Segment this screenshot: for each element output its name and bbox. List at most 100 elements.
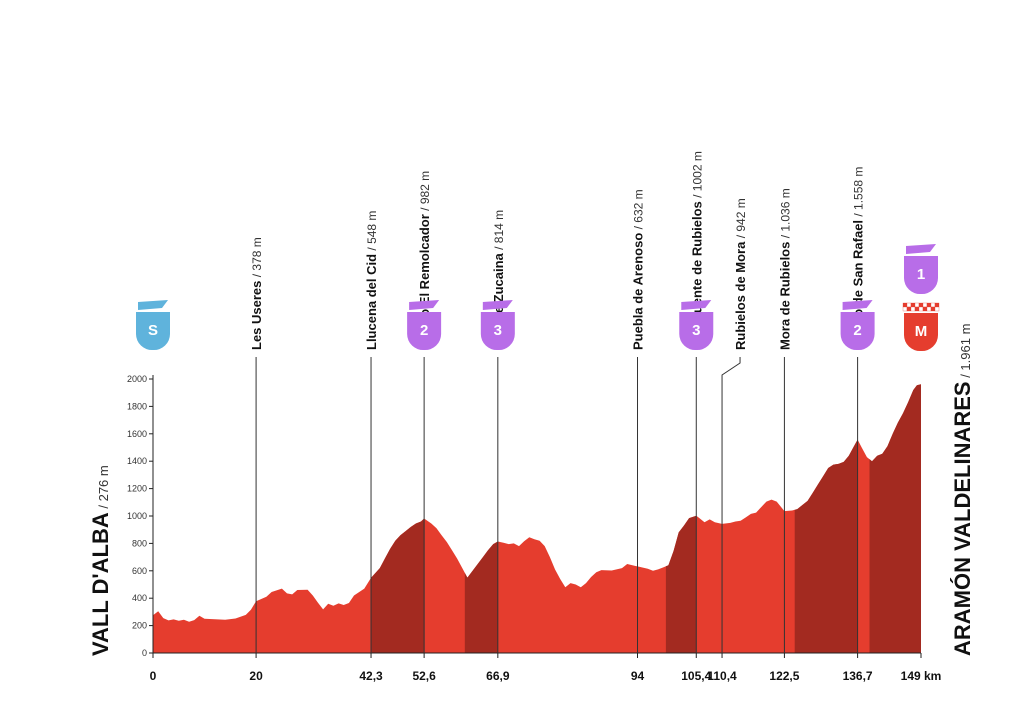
y-tick-label-200: 200 bbox=[132, 621, 147, 631]
category-badge-1: 2 bbox=[407, 300, 442, 351]
category-badge-4-flag bbox=[842, 300, 873, 310]
category-badge-4: 2 bbox=[840, 300, 875, 351]
y-tick-label-1400: 1400 bbox=[127, 456, 147, 466]
finish-label: ARAMÓN VALDELINARES / 1.961 m bbox=[950, 324, 975, 656]
y-tick-label-0: 0 bbox=[142, 648, 147, 658]
category-top-badge-label: 1 bbox=[917, 266, 925, 283]
axes: 0 200 400 600 800 1000 1200 1400 1600 1800 2000 0 20… bbox=[127, 374, 941, 683]
x-tick-label-5: 94 bbox=[631, 669, 645, 683]
place-name-7: Mora de Rubielos bbox=[777, 242, 792, 350]
place-alt-4: / 632 m bbox=[632, 189, 646, 232]
category-badge-2: 3 bbox=[480, 300, 515, 351]
start-badge-flag bbox=[138, 300, 168, 310]
finish-badge-check-0-8 bbox=[934, 302, 940, 308]
place-alt-0: / 378 m bbox=[250, 237, 264, 280]
finish-badge-check-1-2 bbox=[910, 306, 916, 312]
finish-badge-check-0-7 bbox=[930, 302, 936, 308]
finish-badge-check-0-2 bbox=[910, 302, 916, 308]
category-badge-4-label: 2 bbox=[853, 322, 861, 339]
finish-badge-check-0-5 bbox=[922, 302, 928, 308]
place-alt-3: / 814 m bbox=[492, 210, 506, 253]
category-badge-4-shape bbox=[840, 312, 875, 351]
x-tick-label-7: 110,4 bbox=[707, 669, 737, 683]
y-tick-label-400: 400 bbox=[132, 593, 147, 603]
place-alt-6: / 942 m bbox=[734, 198, 748, 241]
finish-badge-check-1-7 bbox=[930, 306, 936, 312]
finish-badge-check-1-4 bbox=[918, 306, 924, 312]
climb-segment-5 bbox=[869, 384, 921, 653]
finish-badge-check-0-4 bbox=[918, 302, 924, 308]
category-badge-3-label: 3 bbox=[692, 322, 700, 339]
category-badge-2-flag bbox=[482, 300, 513, 310]
place-alt-2: / 982 m bbox=[418, 171, 432, 214]
x-tick-label-8: 122,5 bbox=[769, 669, 799, 683]
finish-badge-check-0-3 bbox=[914, 302, 920, 308]
climb-segment-3 bbox=[665, 515, 697, 653]
place-label-4: Puebla de Arenoso / 632 m bbox=[631, 189, 646, 350]
place-label-7: Mora de Rubielos / 1.036 m bbox=[777, 188, 792, 350]
x-tick-label-4: 66,9 bbox=[486, 669, 510, 683]
finish-badge-check-0-0 bbox=[902, 302, 908, 308]
category-badge-3-shape bbox=[679, 312, 714, 351]
place-marker-lines bbox=[255, 357, 859, 653]
place-alt-8: / 1.558 m bbox=[852, 167, 866, 220]
endpoint-labels: VALL D'ALBA / 276 m ARAMÓN VALDELINARES /… bbox=[88, 324, 975, 656]
finish-badge-check-0-6 bbox=[926, 302, 932, 308]
y-tick-label-1800: 1800 bbox=[127, 401, 147, 411]
finish-badge-check-0-1 bbox=[906, 302, 912, 308]
finish-badge-check-1-6 bbox=[926, 306, 932, 312]
y-tick-label-800: 800 bbox=[132, 538, 147, 548]
category-top-badge-flag bbox=[906, 244, 936, 254]
category-badge-3: 3 bbox=[679, 300, 714, 351]
start-label: VALL D'ALBA / 276 m bbox=[88, 465, 113, 656]
y-tick-label-600: 600 bbox=[132, 566, 147, 576]
finish-badge-check-1-3 bbox=[914, 306, 920, 312]
climb-segment-1 bbox=[371, 518, 425, 653]
place-name-4: Puebla de Arenoso bbox=[631, 233, 646, 350]
start-label-name: VALL D'ALBA bbox=[88, 512, 113, 656]
climb-segment-4 bbox=[794, 439, 858, 653]
y-tick-label-1000: 1000 bbox=[127, 511, 147, 521]
y-tick-label-1200: 1200 bbox=[127, 484, 147, 494]
x-tick-label-2: 42,3 bbox=[359, 669, 383, 683]
place-name-1: Llucena del Cid bbox=[364, 254, 379, 350]
finish-label-name: ARAMÓN VALDELINARES bbox=[950, 381, 975, 656]
place-label-6: Rubielos de Mora / 942 m bbox=[733, 198, 748, 350]
place-label-0: Les Useres / 378 m bbox=[249, 237, 264, 350]
climb-segment-2 bbox=[464, 541, 498, 653]
place-name-0: Les Useres bbox=[249, 281, 264, 350]
start-badge-shape bbox=[135, 312, 171, 351]
place-line-6 bbox=[721, 357, 741, 653]
category-badge-3-flag bbox=[681, 300, 712, 310]
start-badge: S bbox=[135, 300, 171, 351]
category-badge-1-flag bbox=[409, 300, 440, 310]
x-tick-label-9: 136,7 bbox=[843, 669, 873, 683]
finish-badge: M bbox=[902, 302, 940, 352]
finish-badge-label: M bbox=[915, 323, 928, 340]
x-tick-label-6: 105,4 bbox=[681, 669, 711, 683]
finish-badge-shape bbox=[904, 313, 939, 352]
place-alt-1: / 548 m bbox=[365, 211, 379, 254]
finish-badge-check-1-0 bbox=[902, 306, 908, 312]
category-badge-2-shape bbox=[480, 312, 515, 351]
place-labels: Les Useres / 378 m Llucena del Cid / 548 … bbox=[249, 151, 866, 350]
finish-badge-check-1-8 bbox=[934, 306, 940, 312]
y-tick-label-2000: 2000 bbox=[127, 374, 147, 384]
y-tick-label-1600: 1600 bbox=[127, 429, 147, 439]
x-tick-label-3: 52,6 bbox=[412, 669, 436, 683]
place-name-6: Rubielos de Mora bbox=[733, 241, 748, 350]
finish-badge-check-1-1 bbox=[906, 306, 912, 312]
badges: S 2 3 3 2 M 1 bbox=[135, 244, 940, 352]
x-tick-label-0: 0 bbox=[150, 669, 157, 683]
profile-area bbox=[153, 384, 921, 653]
place-alt-7: / 1.036 m bbox=[778, 188, 792, 241]
start-label-alt: / 276 m bbox=[96, 465, 111, 512]
finish-label-alt: / 1.961 m bbox=[958, 324, 973, 382]
category-badge-2-label: 3 bbox=[494, 322, 502, 339]
category-top-badge-shape bbox=[904, 256, 939, 295]
x-tick-label-1: 20 bbox=[249, 669, 263, 683]
finish-badge-check-1-5 bbox=[922, 306, 928, 312]
start-badge-label: S bbox=[148, 322, 158, 339]
